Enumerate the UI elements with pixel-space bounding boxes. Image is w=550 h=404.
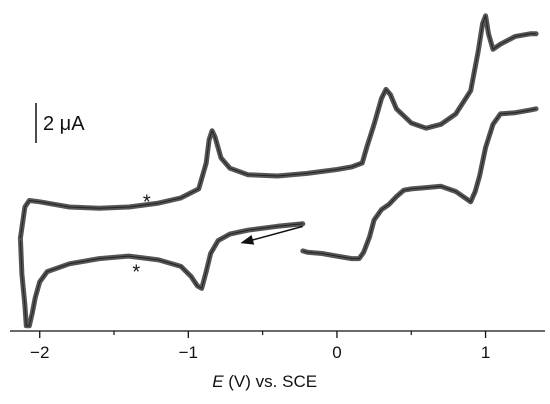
cv-traces	[17, 13, 539, 329]
cv-trace-core-lower	[19, 223, 303, 327]
cv-trace-core-return	[302, 108, 537, 260]
x-tick-label: 1	[481, 343, 490, 362]
x-tick-label: −2	[30, 343, 49, 362]
x-tick-label: 0	[332, 343, 341, 362]
annotations: 2 μA * *	[35, 103, 303, 283]
scale-bar-label: 2 μA	[43, 113, 85, 135]
annotation-asterisk: *	[143, 192, 151, 214]
cv-trace-core-upper	[19, 15, 537, 239]
scan-direction-arrow	[248, 225, 303, 242]
x-tick-label: −1	[179, 343, 198, 362]
annotation-asterisk: *	[132, 261, 140, 283]
cv-trace-upper	[17, 13, 539, 241]
x-axis-title-unit: (V) vs. SCE	[224, 372, 318, 391]
cv-trace-lower	[17, 221, 306, 329]
scan-direction-arrowhead	[240, 234, 255, 245]
axes: −2 −1 0 1	[10, 330, 545, 362]
x-axis-title-symbol: E	[212, 372, 224, 391]
x-axis-title: E (V) vs. SCE	[212, 372, 317, 391]
cv-trace-return	[300, 106, 539, 262]
